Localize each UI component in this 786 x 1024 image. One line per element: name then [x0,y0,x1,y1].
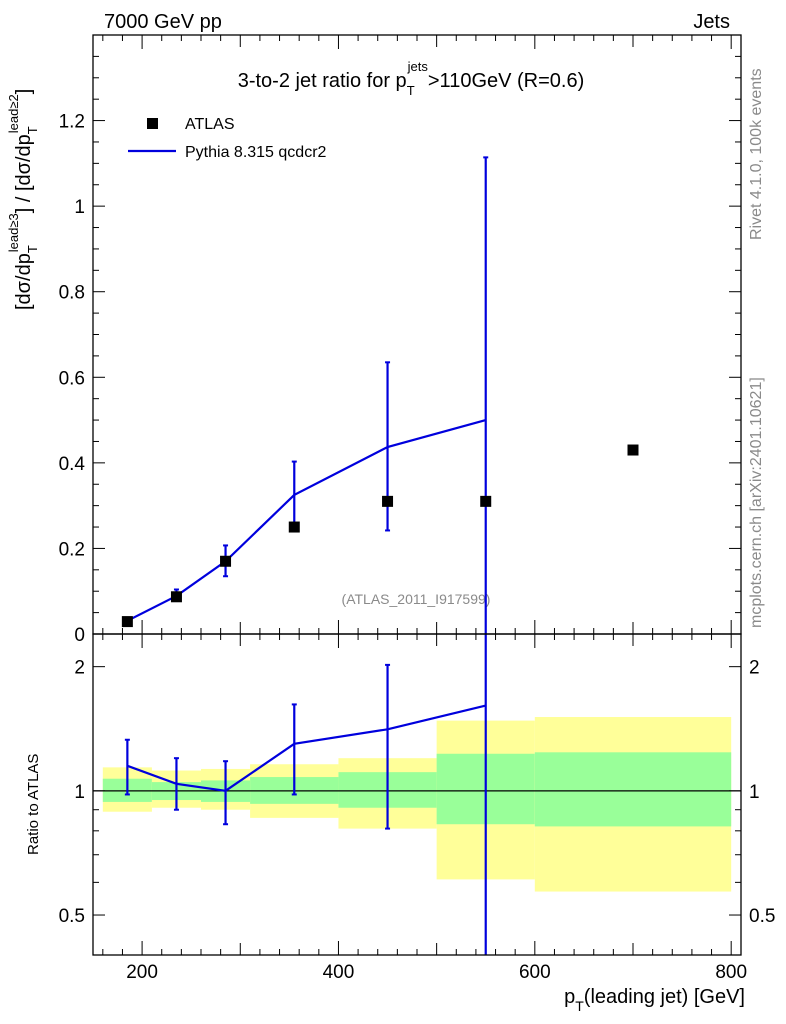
atlas-data-point [220,555,232,567]
main-ylabel: [dσ/dpTlead≥3] / [dσ/dpTlead≥2] [6,89,40,310]
ratio-uncertainty-bands [93,717,741,892]
main-ytick-label: 0.8 [59,283,85,304]
legend-atlas-marker [147,118,158,129]
main-ytick-label: 1 [74,197,85,218]
ratio-ytick-label-right: 2 [749,658,760,679]
ratio-line [126,704,486,792]
rivet-label: Rivet 4.1.0, 100k events [748,68,765,240]
header-left: 7000 GeV pp [104,11,222,33]
atlas-data-point [480,495,492,507]
atlas-data-point [627,444,639,456]
xtick-label: 600 [519,962,551,983]
axes: 0 0.2 0.4 0.6 0.8 1 1.2 0.5 0.5 1 1 2 2 200 400 600 800 [59,34,775,983]
legend-pythia-label: Pythia 8.315 qcdcr2 [185,144,327,161]
xtick-label: 800 [715,962,747,983]
ratio-panel-marks [124,634,487,955]
ratio-ylabel: Ratio to ATLAS [25,754,42,855]
ratio-ytick-label: 0.5 [59,906,85,927]
ratio-ytick-label-right: 0.5 [749,906,775,927]
ratio-band-inner-6 [534,752,732,827]
x-axis-label: pT(leading jet) [GeV] [564,986,745,1014]
main-ytick-label: 1.2 [59,112,85,133]
legend: ATLAS Pythia 8.315 qcdcr2 [128,116,327,161]
analysis-watermark: (ATLAS_2011_I917599) [342,591,491,607]
main-title: 3-to-2 jet ratio for pTjets>110GeV (R=0.… [238,59,585,98]
mcplots-label: mcplots.cern.ch [arXiv:2401.10621] [748,377,765,628]
main-panel-marks [121,156,639,634]
atlas-data-point [121,616,133,628]
ratio-ytick-label: 1 [74,782,85,803]
main-ytick-label: 0.6 [59,368,85,389]
main-ytick-label: 0 [74,625,85,646]
xtick-label: 200 [126,962,158,983]
main-ytick-label: 0.2 [59,539,85,560]
xtick-label: 400 [323,962,355,983]
ratio-ytick-label-right: 1 [749,782,760,803]
main-ytick-label: 0.4 [59,454,86,475]
atlas-data-point [288,521,300,533]
atlas-data-point [382,495,394,507]
header-right: Jets [693,11,730,33]
mc-line [126,419,487,622]
ratio-ytick-label: 2 [74,658,85,679]
atlas-data-point [170,591,182,603]
legend-atlas-label: ATLAS [185,116,235,133]
